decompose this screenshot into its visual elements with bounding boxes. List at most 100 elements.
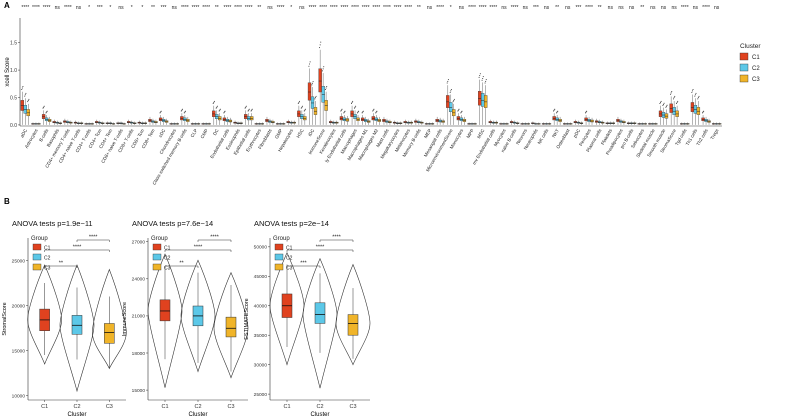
- legend-title: Group: [151, 236, 168, 242]
- significance-label: ****: [234, 5, 242, 11]
- outlier-point: [245, 106, 247, 108]
- significance-label: *: [131, 5, 133, 11]
- significance-label: ****: [64, 5, 72, 11]
- box-c3: [324, 100, 328, 111]
- outlier-point: [43, 105, 45, 107]
- outlier-point: [376, 110, 378, 112]
- box-c2: [310, 96, 315, 109]
- significance-label: ns: [118, 5, 124, 11]
- significance-label: ****: [681, 5, 689, 11]
- outlier-point: [244, 107, 246, 109]
- significance-label: **: [417, 5, 421, 11]
- outlier-point: [309, 63, 311, 65]
- violin-outline: [147, 253, 183, 388]
- significance-label: *: [290, 5, 292, 11]
- outlier-point: [446, 82, 448, 84]
- legend-label: C3: [164, 266, 171, 272]
- significance-label: ns: [55, 5, 61, 11]
- x-axis-title: Cluster: [188, 412, 207, 418]
- y-tick-label: 45000: [254, 274, 268, 280]
- outlier-point: [695, 92, 697, 94]
- outlier-point: [219, 109, 221, 111]
- outlier-point: [556, 112, 558, 114]
- outlier-point: [585, 111, 587, 113]
- significance-label: ****: [468, 5, 476, 11]
- significance-label: ****: [181, 5, 189, 11]
- outlier-point: [450, 88, 452, 90]
- outlier-point: [219, 108, 221, 110]
- outlier-point: [213, 101, 215, 103]
- outlier-point: [460, 111, 462, 113]
- outlier-point: [553, 109, 555, 111]
- outlier-point: [181, 108, 183, 110]
- significance-label: ***: [161, 5, 167, 11]
- y-tick-label: 25000: [254, 392, 268, 398]
- violin-outline: [59, 264, 95, 393]
- x-tick-label: NKT: [551, 128, 560, 139]
- outlier-point: [184, 111, 186, 113]
- significance-label: ns: [629, 5, 635, 11]
- outlier-point: [251, 108, 253, 110]
- significance-label: ns: [523, 5, 529, 11]
- x-tick-label: pDC: [572, 127, 581, 138]
- outlier-point: [482, 76, 484, 78]
- panel-title: ANOVA tests p=2e−14: [254, 219, 329, 228]
- outlier-point: [586, 110, 588, 112]
- y-axis-title: StromalScore: [2, 302, 8, 335]
- significance-label: ****: [489, 5, 497, 11]
- violin-outline: [180, 259, 216, 373]
- comparison-label: ****: [89, 235, 98, 241]
- legend-label: C1: [164, 246, 171, 252]
- outlier-point: [663, 103, 664, 105]
- legend-key-c2: [739, 63, 749, 72]
- outlier-point: [245, 105, 247, 107]
- comparison-bracket: [319, 239, 354, 242]
- significance-label: ns: [76, 5, 82, 11]
- outlier-point: [320, 41, 322, 43]
- y-axis-title: xcell Score: [5, 57, 11, 87]
- outlier-point: [250, 110, 252, 112]
- significance-label: **: [640, 5, 644, 11]
- legend-label: C1: [752, 55, 760, 61]
- outlier-point: [482, 77, 484, 79]
- outlier-point: [181, 109, 183, 111]
- comparison-bracket: [76, 239, 110, 242]
- outlier-point: [42, 107, 44, 109]
- significance-label: ns: [618, 5, 624, 11]
- significance-label: ****: [319, 5, 327, 11]
- legend-label: C3: [44, 266, 51, 272]
- x-axis-title: Cluster: [67, 412, 86, 418]
- outlier-point: [184, 110, 186, 112]
- box-c3: [225, 316, 237, 338]
- outlier-point: [460, 112, 462, 114]
- legend-key-c3: [274, 263, 284, 271]
- significance-label: ****: [702, 5, 710, 11]
- outlier-point: [223, 112, 225, 114]
- y-tick-label: 20000: [12, 303, 26, 309]
- comparison-label: ***: [300, 261, 307, 267]
- outlier-point: [676, 101, 678, 103]
- violin-outline: [335, 263, 371, 366]
- significance-label: ns: [714, 5, 720, 11]
- legend-label: C3: [286, 266, 293, 272]
- panel-a-label: A: [4, 1, 10, 10]
- x-tick-label: C1: [41, 404, 48, 410]
- legend-label: C2: [44, 256, 51, 262]
- x-tick-label: MSC: [476, 127, 486, 139]
- outlier-point: [665, 106, 667, 108]
- significance-label: ****: [224, 5, 232, 11]
- outlier-point: [691, 90, 693, 92]
- outlier-point: [461, 110, 463, 112]
- outlier-point: [46, 111, 48, 113]
- violin-outline: [269, 252, 305, 366]
- comparison-label: ****: [332, 235, 341, 241]
- x-tick-label: CMP: [200, 128, 209, 139]
- outlier-point: [702, 111, 704, 113]
- outlier-point: [449, 91, 451, 93]
- y-tick-label: 27000: [132, 240, 146, 246]
- significance-label: ns: [501, 5, 507, 11]
- outlier-point: [677, 100, 679, 102]
- legend-key-c3: [32, 263, 42, 271]
- box-c1: [478, 91, 482, 106]
